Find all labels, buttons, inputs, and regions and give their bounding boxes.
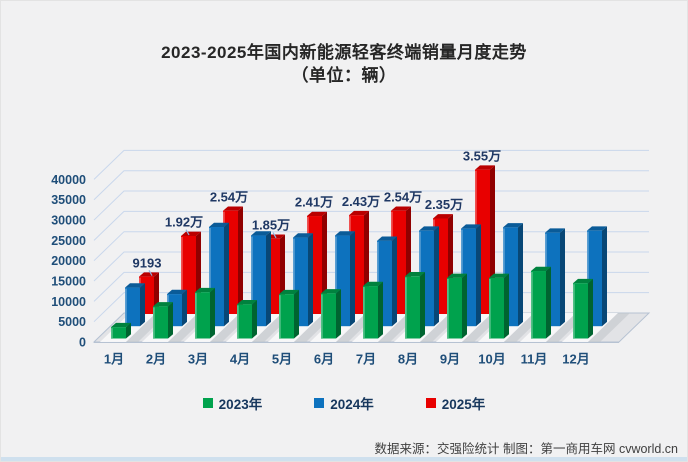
data-label-2月: 1.92万	[165, 215, 203, 230]
bar-2023年-2月	[153, 302, 173, 339]
bar-2024年-1月	[125, 283, 145, 327]
bar-2023年-1月	[111, 322, 131, 339]
y-tick-10000: 10000	[51, 295, 86, 309]
gridline-35000	[93, 170, 649, 201]
y-tick-0: 0	[79, 336, 86, 350]
bar-2023年-9月	[447, 273, 467, 339]
bar-2023年-5月	[279, 289, 299, 339]
leader-line-4月	[272, 232, 277, 239]
gridline-30000	[93, 190, 649, 221]
bar-2023年-10月	[489, 273, 509, 339]
gridline-25000	[93, 210, 649, 241]
bar-2023年-4月	[237, 300, 257, 339]
chart-title-line2: （单位：辆）	[291, 66, 397, 85]
gridline-40000	[93, 149, 649, 180]
bottom-edge-strip	[1, 457, 687, 461]
month-label-11月: 11月	[521, 352, 548, 367]
data-label-7月: 2.54万	[384, 189, 422, 204]
chart-title-line1: 2023-2025年国内新能源轻客终端销量月度走势	[161, 43, 527, 62]
data-label-4月: 1.85万	[252, 217, 290, 232]
data-label-9月: 3.55万	[463, 148, 501, 163]
bars-layer	[111, 165, 607, 339]
legend-label-2023: 2023年	[218, 397, 263, 412]
grid-layer	[93, 149, 649, 343]
y-tick-25000: 25000	[51, 234, 86, 248]
gridline-15000	[93, 251, 649, 282]
legend-item-2023: 2023年	[202, 393, 263, 413]
bar-2024年-10月	[503, 223, 523, 327]
legend-label-2025: 2025年	[441, 397, 486, 412]
month-label-12月: 12月	[562, 352, 589, 367]
data-label-6月: 2.43万	[342, 194, 380, 209]
legend-item-2025: 2025年	[425, 393, 486, 413]
y-tick-35000: 35000	[51, 193, 86, 207]
month-label-4月: 4月	[230, 352, 250, 367]
y-tick-5000: 5000	[58, 315, 86, 329]
data-label-8月: 2.35万	[425, 197, 463, 212]
bar-2023年-3月	[195, 287, 215, 339]
leader-line-1月	[148, 270, 153, 276]
y-tick-40000: 40000	[51, 173, 86, 187]
month-label-5月: 5月	[272, 352, 292, 367]
legend-item-2024: 2024年	[314, 393, 374, 413]
gridline-20000	[93, 231, 649, 262]
month-label-9月: 9月	[440, 352, 460, 367]
month-label-1月: 1月	[104, 352, 124, 367]
floor-shadow-12月	[588, 313, 630, 342]
month-label-6月: 6月	[314, 352, 334, 367]
month-label-7月: 7月	[356, 352, 376, 367]
page-title: 2023-2025年国内新能源轻客终端销量月度走势 （单位：辆）	[1, 41, 687, 87]
legend-swatch-2025	[425, 398, 436, 408]
bar-2023年-12月	[573, 278, 593, 339]
month-label-2月: 2月	[146, 352, 166, 367]
data-label-3月: 2.54万	[210, 189, 248, 204]
month-label-3月: 3月	[188, 352, 208, 367]
bar-2023年-11月	[531, 266, 551, 339]
month-label-8月: 8月	[398, 352, 418, 367]
legend-label-2024: 2024年	[330, 397, 374, 412]
source-note: 数据来源：交强险统计 制图：第一商用车网 cvworld.cn	[374, 442, 679, 456]
bar-2023年-6月	[321, 289, 341, 339]
month-label-10月: 10月	[478, 352, 505, 367]
axis-labels-layer: 0 5000 10000 15000 20000 25000 30000 35000 40000…	[51, 173, 590, 367]
legend: 2023年 2024年 2025年	[1, 393, 687, 413]
data-label-1月: 9193	[133, 255, 162, 270]
legend-swatch-2024	[314, 398, 325, 408]
legend-swatch-2023	[202, 398, 213, 408]
bar-2023年-7月	[363, 281, 383, 339]
bar-2023年-8月	[405, 272, 425, 339]
leader-line-2月	[185, 229, 190, 236]
y-tick-20000: 20000	[51, 254, 86, 268]
y-tick-30000: 30000	[51, 214, 86, 228]
data-label-5月: 2.41万	[295, 195, 333, 210]
y-tick-15000: 15000	[51, 275, 86, 289]
